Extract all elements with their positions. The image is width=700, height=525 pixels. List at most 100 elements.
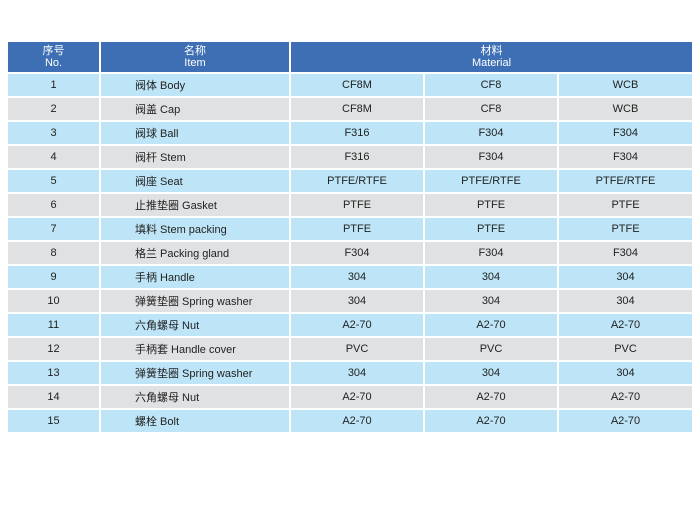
table-row: 10 弹簧垫圈 Spring washer 304 304 304 xyxy=(8,288,692,313)
table-row: 13 弹簧垫圈 Spring washer 304 304 304 xyxy=(8,360,692,385)
cell-no: 14 xyxy=(8,384,101,409)
cell-material-3: A2-70 xyxy=(558,384,692,409)
cell-material-3: F304 xyxy=(558,120,692,145)
cell-material-2: 304 xyxy=(424,288,559,313)
cell-no: 1 xyxy=(8,72,101,97)
table-row: 8 格兰 Packing gland F304 F304 F304 xyxy=(8,240,692,265)
cell-material-3: A2-70 xyxy=(558,312,692,337)
table-row: 15 螺栓 Bolt A2-70 A2-70 A2-70 xyxy=(8,408,692,432)
cell-material-2: A2-70 xyxy=(424,408,559,432)
cell-material-3: PVC xyxy=(558,336,692,361)
cell-material-1: 304 xyxy=(290,288,425,313)
header-item: 名称 Item xyxy=(100,42,291,73)
cell-material-2: PTFE xyxy=(424,192,559,217)
table-row: 7 填料 Stem packing PTFE PTFE PTFE xyxy=(8,216,692,241)
cell-material-3: PTFE xyxy=(558,216,692,241)
cell-material-1: A2-70 xyxy=(290,312,425,337)
header-item-cn: 名称 xyxy=(184,45,206,57)
header-material-en: Material xyxy=(471,57,512,69)
cell-item: 螺栓 Bolt xyxy=(100,408,291,432)
cell-material-2: F304 xyxy=(424,120,559,145)
cell-item: 填料 Stem packing xyxy=(100,216,291,241)
cell-material-1: A2-70 xyxy=(290,408,425,432)
table-row: 14 六角螺母 Nut A2-70 A2-70 A2-70 xyxy=(8,384,692,409)
cell-item: 阀杆 Stem xyxy=(100,144,291,169)
cell-material-2: 304 xyxy=(424,360,559,385)
cell-material-2: A2-70 xyxy=(424,384,559,409)
header-material-cn: 材料 xyxy=(480,45,503,57)
cell-material-3: WCB xyxy=(558,72,692,97)
cell-material-1: PTFE xyxy=(290,192,425,217)
table-row: 5 阀座 Seat PTFE/RTFE PTFE/RTFE PTFE/RTFE xyxy=(8,168,692,193)
cell-material-2: CF8 xyxy=(424,72,559,97)
cell-item: 阀座 Seat xyxy=(100,168,291,193)
header-material: 材料 Material xyxy=(290,42,692,73)
cell-no: 4 xyxy=(8,144,101,169)
table-row: 6 止推垫圈 Gasket PTFE PTFE PTFE xyxy=(8,192,692,217)
cell-material-3: PTFE xyxy=(558,192,692,217)
cell-material-1: F316 xyxy=(290,120,425,145)
cell-no: 9 xyxy=(8,264,101,289)
cell-item: 手柄 Handle xyxy=(100,264,291,289)
table-body: 1 阀体 Body CF8M CF8 WCB 2 阀盖 Cap CF8M CF8 WCB 3 阀球 B… xyxy=(8,72,692,432)
cell-no: 11 xyxy=(8,312,101,337)
cell-item: 格兰 Packing gland xyxy=(100,240,291,265)
cell-material-2: F304 xyxy=(424,240,559,265)
header-no-cn: 序号 xyxy=(42,45,65,57)
cell-no: 15 xyxy=(8,408,101,432)
cell-no: 12 xyxy=(8,336,101,361)
cell-no: 6 xyxy=(8,192,101,217)
cell-material-1: CF8M xyxy=(290,96,425,121)
cell-material-2: PTFE xyxy=(424,216,559,241)
cell-no: 7 xyxy=(8,216,101,241)
cell-material-1: PTFE/RTFE xyxy=(290,168,425,193)
cell-material-3: PTFE/RTFE xyxy=(558,168,692,193)
cell-item: 弹簧垫圈 Spring washer xyxy=(100,288,291,313)
cell-no: 8 xyxy=(8,240,101,265)
cell-no: 5 xyxy=(8,168,101,193)
cell-material-2: PVC xyxy=(424,336,559,361)
cell-material-1: 304 xyxy=(290,264,425,289)
cell-material-3: 304 xyxy=(558,360,692,385)
cell-material-1: A2-70 xyxy=(290,384,425,409)
cell-material-2: PTFE/RTFE xyxy=(424,168,559,193)
table-row: 2 阀盖 Cap CF8M CF8 WCB xyxy=(8,96,692,121)
cell-no: 13 xyxy=(8,360,101,385)
cell-item: 弹簧垫圈 Spring washer xyxy=(100,360,291,385)
cell-item: 阀球 Ball xyxy=(100,120,291,145)
cell-material-2: A2-70 xyxy=(424,312,559,337)
cell-material-3: F304 xyxy=(558,144,692,169)
cell-material-2: F304 xyxy=(424,144,559,169)
cell-item: 阀盖 Cap xyxy=(100,96,291,121)
table-header-row: 序号 No. 名称 Item 材料 Material xyxy=(8,42,692,73)
table-row: 3 阀球 Ball F316 F304 F304 xyxy=(8,120,692,145)
cell-material-2: 304 xyxy=(424,264,559,289)
cell-material-1: F304 xyxy=(290,240,425,265)
cell-item: 阀体 Body xyxy=(100,72,291,97)
table-row: 1 阀体 Body CF8M CF8 WCB xyxy=(8,72,692,97)
header-no: 序号 No. xyxy=(8,42,101,73)
cell-item: 止推垫圈 Gasket xyxy=(100,192,291,217)
table-row: 4 阀杆 Stem F316 F304 F304 xyxy=(8,144,692,169)
cell-material-1: CF8M xyxy=(290,72,425,97)
cell-item: 手柄套 Handle cover xyxy=(100,336,291,361)
cell-material-3: WCB xyxy=(558,96,692,121)
cell-material-3: 304 xyxy=(558,264,692,289)
cell-material-2: CF8 xyxy=(424,96,559,121)
materials-table: 序号 No. 名称 Item 材料 Material 1 阀体 Body CF8M C… xyxy=(8,42,692,432)
cell-item: 六角螺母 Nut xyxy=(100,384,291,409)
cell-material-3: A2-70 xyxy=(558,408,692,432)
cell-no: 2 xyxy=(8,96,101,121)
table-row: 11 六角螺母 Nut A2-70 A2-70 A2-70 xyxy=(8,312,692,337)
cell-material-1: F316 xyxy=(290,144,425,169)
cell-material-1: PVC xyxy=(290,336,425,361)
table-row: 12 手柄套 Handle cover PVC PVC PVC xyxy=(8,336,692,361)
table-row: 9 手柄 Handle 304 304 304 xyxy=(8,264,692,289)
cell-no: 3 xyxy=(8,120,101,145)
cell-material-1: PTFE xyxy=(290,216,425,241)
cell-item: 六角螺母 Nut xyxy=(100,312,291,337)
cell-material-3: F304 xyxy=(558,240,692,265)
cell-no: 10 xyxy=(8,288,101,313)
header-item-en: Item xyxy=(184,57,206,69)
header-no-en: No. xyxy=(44,57,63,69)
